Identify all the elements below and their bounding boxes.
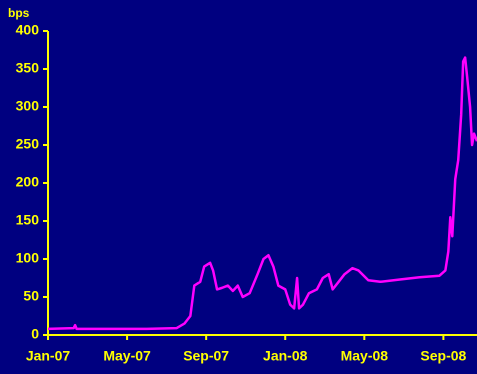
x-tick-label: Sep-08 [420, 348, 466, 364]
y-tick-label: 200 [16, 174, 40, 190]
x-tick-label: Jan-07 [26, 348, 71, 364]
y-tick-label: 250 [16, 136, 40, 152]
y-axis-label: bps [8, 6, 30, 20]
x-tick-label: May-07 [103, 348, 151, 364]
x-tick-label: May-08 [341, 348, 389, 364]
y-tick-label: 100 [16, 250, 40, 266]
y-tick-label: 50 [23, 288, 39, 304]
y-tick-label: 0 [31, 326, 39, 342]
x-tick-label: Sep-07 [183, 348, 229, 364]
y-tick-label: 300 [16, 98, 40, 114]
y-tick-label: 400 [16, 22, 40, 38]
y-tick-label: 150 [16, 212, 40, 228]
y-tick-label: 350 [16, 60, 40, 76]
x-tick-label: Jan-08 [263, 348, 308, 364]
data-line [47, 56, 477, 331]
